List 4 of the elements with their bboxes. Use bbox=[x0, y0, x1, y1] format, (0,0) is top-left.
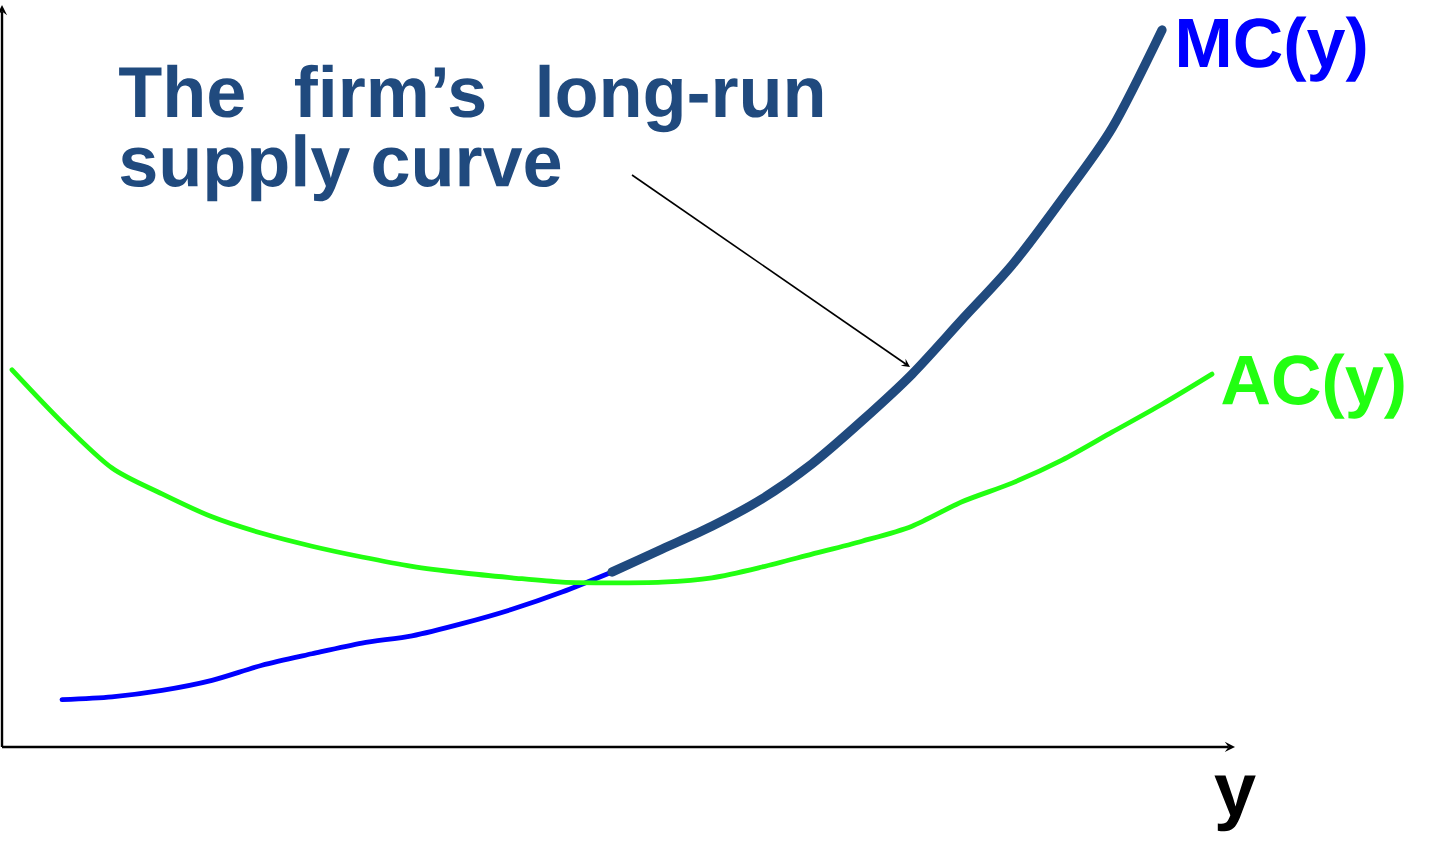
text: MC(y) bbox=[1179, 16, 1366, 82]
text: The firm’s long-run supply curve bbox=[119, 64, 823, 202]
series-label: AC(y) bbox=[1222, 353, 1404, 419]
x-axis-title: y bbox=[1214, 775, 1256, 832]
